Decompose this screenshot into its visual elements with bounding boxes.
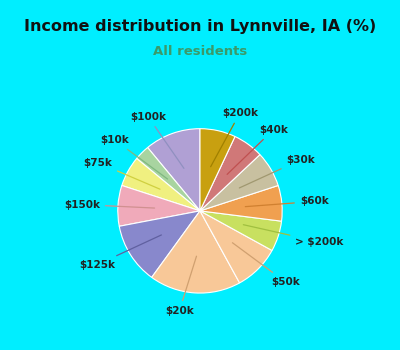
- Text: $20k: $20k: [165, 256, 196, 316]
- Wedge shape: [119, 211, 200, 277]
- Text: $50k: $50k: [232, 243, 300, 287]
- Text: $125k: $125k: [79, 235, 161, 270]
- Wedge shape: [200, 129, 235, 211]
- Wedge shape: [152, 211, 240, 293]
- Wedge shape: [200, 211, 272, 283]
- Wedge shape: [148, 129, 200, 211]
- Text: $75k: $75k: [83, 158, 160, 189]
- Text: Income distribution in Lynnville, IA (%): Income distribution in Lynnville, IA (%): [24, 19, 376, 34]
- Text: > $200k: > $200k: [243, 225, 344, 247]
- Wedge shape: [200, 136, 260, 211]
- Wedge shape: [137, 148, 200, 211]
- Text: $200k: $200k: [211, 108, 258, 167]
- Text: $10k: $10k: [100, 135, 168, 179]
- Text: $40k: $40k: [227, 125, 288, 174]
- Wedge shape: [122, 159, 200, 211]
- Text: $60k: $60k: [245, 196, 328, 206]
- Wedge shape: [200, 186, 282, 221]
- Text: $30k: $30k: [239, 155, 315, 188]
- Wedge shape: [200, 155, 278, 211]
- Wedge shape: [118, 186, 200, 226]
- Text: $150k: $150k: [64, 199, 154, 210]
- Wedge shape: [200, 211, 282, 251]
- Text: All residents: All residents: [153, 45, 247, 58]
- Text: $100k: $100k: [130, 112, 184, 168]
